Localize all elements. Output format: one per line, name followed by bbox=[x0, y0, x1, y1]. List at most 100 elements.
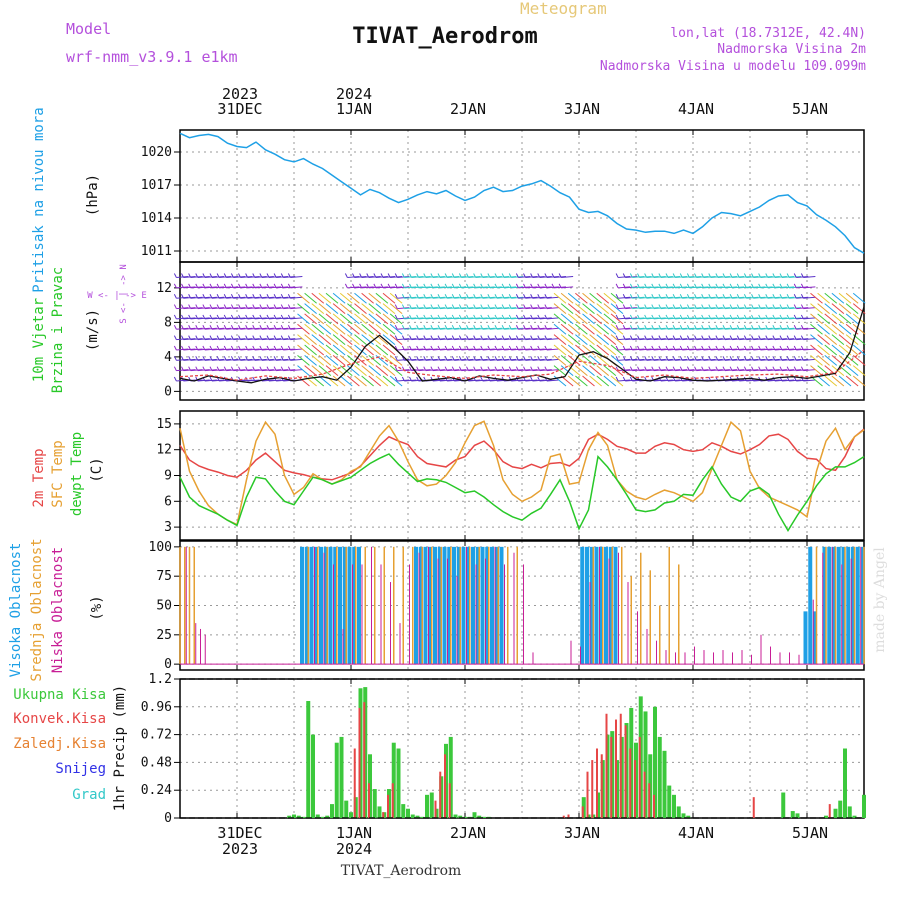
wind-barb bbox=[266, 294, 270, 299]
wind-barb bbox=[736, 273, 740, 278]
wind-barb bbox=[173, 314, 177, 320]
high-cloud-bar bbox=[304, 546, 309, 665]
wind-barb bbox=[482, 317, 495, 320]
wind-barb bbox=[722, 325, 726, 330]
wind-barb bbox=[238, 335, 241, 340]
wind-barb bbox=[404, 379, 417, 382]
mid-cloud-bar bbox=[516, 546, 518, 665]
wind-barb bbox=[219, 317, 232, 320]
wind-barb bbox=[746, 327, 759, 330]
wind-barb bbox=[639, 348, 652, 351]
wind-barb bbox=[637, 283, 640, 289]
wind-barb bbox=[475, 348, 488, 351]
wind-barb bbox=[682, 348, 695, 351]
wind-barb bbox=[401, 273, 405, 278]
wind-barb bbox=[387, 283, 391, 289]
wind-barb bbox=[444, 335, 448, 340]
wind-barb bbox=[710, 327, 723, 330]
wind-barb bbox=[240, 296, 253, 299]
wind-barb bbox=[273, 314, 277, 320]
wind-barb bbox=[297, 354, 310, 366]
wind-barb bbox=[708, 294, 712, 299]
wind-barb bbox=[223, 304, 227, 309]
wind-barb bbox=[181, 356, 184, 361]
wind-barb bbox=[230, 345, 234, 351]
wind-barb bbox=[765, 273, 769, 278]
wind-barb bbox=[596, 365, 610, 377]
wind-barb bbox=[447, 338, 460, 341]
wind-barb bbox=[173, 325, 177, 330]
wind-barb bbox=[667, 307, 681, 310]
wind-barb bbox=[504, 379, 517, 382]
wind-barb bbox=[266, 345, 270, 351]
wind-barb bbox=[268, 296, 282, 299]
low-cloud-bar bbox=[608, 558, 610, 665]
wind-barb bbox=[694, 314, 697, 320]
wind-barb bbox=[767, 286, 780, 289]
wind-barb bbox=[219, 286, 232, 289]
wind-barb bbox=[703, 338, 716, 341]
wind-barb bbox=[230, 325, 234, 330]
wind-barb bbox=[553, 286, 567, 289]
wind-barb bbox=[366, 283, 370, 289]
wind-barb bbox=[686, 325, 690, 330]
wind-barb bbox=[418, 369, 431, 372]
wind-barb bbox=[800, 366, 804, 371]
wind-barb bbox=[468, 307, 481, 310]
wind-barb bbox=[233, 327, 246, 330]
mid-cloud-bar bbox=[844, 546, 846, 665]
wind-barb bbox=[173, 356, 177, 361]
wind-barb bbox=[447, 276, 460, 279]
wind-barb bbox=[508, 325, 512, 330]
wind-barb bbox=[767, 276, 780, 279]
wind-barb bbox=[753, 327, 766, 330]
wind-barb bbox=[739, 348, 752, 351]
wind-barb bbox=[518, 327, 531, 330]
wind-barb bbox=[409, 356, 412, 361]
wind-barb bbox=[796, 379, 809, 382]
wind-barb bbox=[800, 283, 804, 289]
wind-barb bbox=[252, 273, 256, 278]
wind-barb bbox=[268, 348, 282, 351]
y-tick-label: 0 bbox=[164, 384, 172, 399]
wind-barb bbox=[582, 303, 595, 314]
wind-barb bbox=[425, 327, 438, 330]
y-tick-label: 8 bbox=[164, 315, 172, 330]
wind-barb bbox=[190, 296, 203, 299]
wind-barb bbox=[454, 276, 467, 279]
wind-barb bbox=[665, 294, 669, 299]
wind-barb bbox=[637, 366, 640, 371]
high-cloud-bar bbox=[490, 546, 494, 665]
wind-barb bbox=[223, 273, 227, 278]
wind-barb bbox=[240, 317, 253, 320]
wind-barb bbox=[230, 314, 234, 320]
wind-barb bbox=[382, 303, 396, 314]
wind-barb bbox=[817, 303, 830, 314]
wind-barb bbox=[451, 335, 455, 340]
wind-barb bbox=[553, 344, 567, 356]
wind-barb bbox=[489, 379, 502, 382]
wind-barb bbox=[266, 356, 270, 361]
wind-barb bbox=[751, 294, 754, 299]
wind-barb bbox=[518, 358, 531, 361]
wind-barb bbox=[482, 369, 495, 372]
precip-conv-bar bbox=[581, 806, 584, 818]
wind-barb bbox=[487, 304, 491, 309]
wind-barb bbox=[736, 366, 740, 371]
wind-barb bbox=[596, 292, 610, 304]
wind-barb bbox=[694, 304, 697, 309]
wind-barb bbox=[567, 344, 581, 356]
wind-barb bbox=[397, 358, 410, 361]
wind-barb bbox=[729, 325, 733, 330]
wind-barb bbox=[694, 335, 697, 340]
wind-barb bbox=[447, 379, 460, 382]
wind-barb bbox=[625, 348, 638, 351]
wind-barb bbox=[266, 325, 270, 330]
wind-barb bbox=[703, 348, 716, 351]
precip-total-bar bbox=[833, 808, 838, 818]
wind-barb bbox=[252, 335, 256, 340]
wind-barb bbox=[610, 292, 624, 304]
wind-barb bbox=[803, 369, 816, 372]
wind-barb bbox=[451, 273, 455, 278]
wind-barb bbox=[786, 335, 790, 340]
